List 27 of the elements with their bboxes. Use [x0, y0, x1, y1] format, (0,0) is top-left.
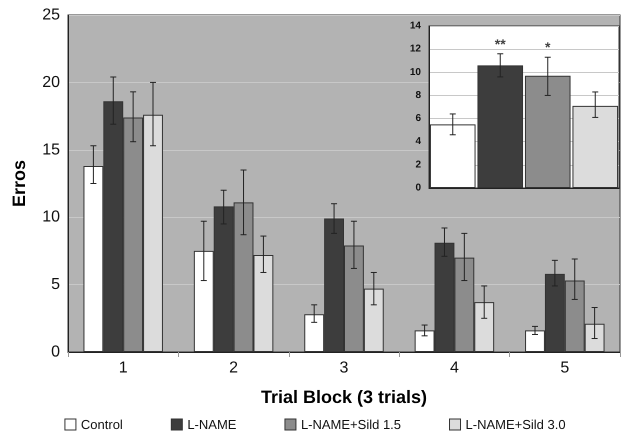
- legend-label: L-NAME+Sild 1.5: [300, 417, 402, 432]
- y-tick-label: 2: [415, 159, 422, 170]
- y-tick-label: 8: [415, 90, 422, 101]
- x-tick-label: 3: [340, 360, 349, 376]
- x-tick-label: 4: [450, 360, 459, 376]
- data-label: **: [494, 36, 506, 52]
- y-tick-label: 20: [42, 74, 60, 91]
- y-tick-label: 0: [415, 182, 422, 194]
- y-tick-label: 0: [51, 344, 60, 360]
- data-label: *: [545, 39, 552, 56]
- y-tick-label: 12: [410, 44, 422, 55]
- y-tick-label: 5: [51, 276, 60, 294]
- y-tick-label: 4: [415, 136, 422, 148]
- y-tick-label: 15: [42, 141, 60, 158]
- x-tick-label: 5: [560, 360, 570, 376]
- legend-label: L-NAME: [187, 417, 237, 432]
- y-tick-label: 6: [415, 113, 422, 124]
- x-tick-label: 2: [229, 360, 238, 376]
- x-tick-label: 1: [118, 360, 128, 376]
- y-axis-title: Erros: [9, 160, 29, 208]
- y-tick-label: 10: [42, 208, 60, 226]
- y-tick-label: 14: [410, 20, 422, 32]
- y-tick-label: 25: [42, 6, 60, 24]
- x-axis-title: Trial Block (3 trials): [260, 387, 428, 407]
- y-tick-label: 10: [410, 66, 422, 78]
- legend-label: L-NAME+Sild 3.0: [466, 417, 566, 432]
- legend-label: Control: [80, 417, 123, 432]
